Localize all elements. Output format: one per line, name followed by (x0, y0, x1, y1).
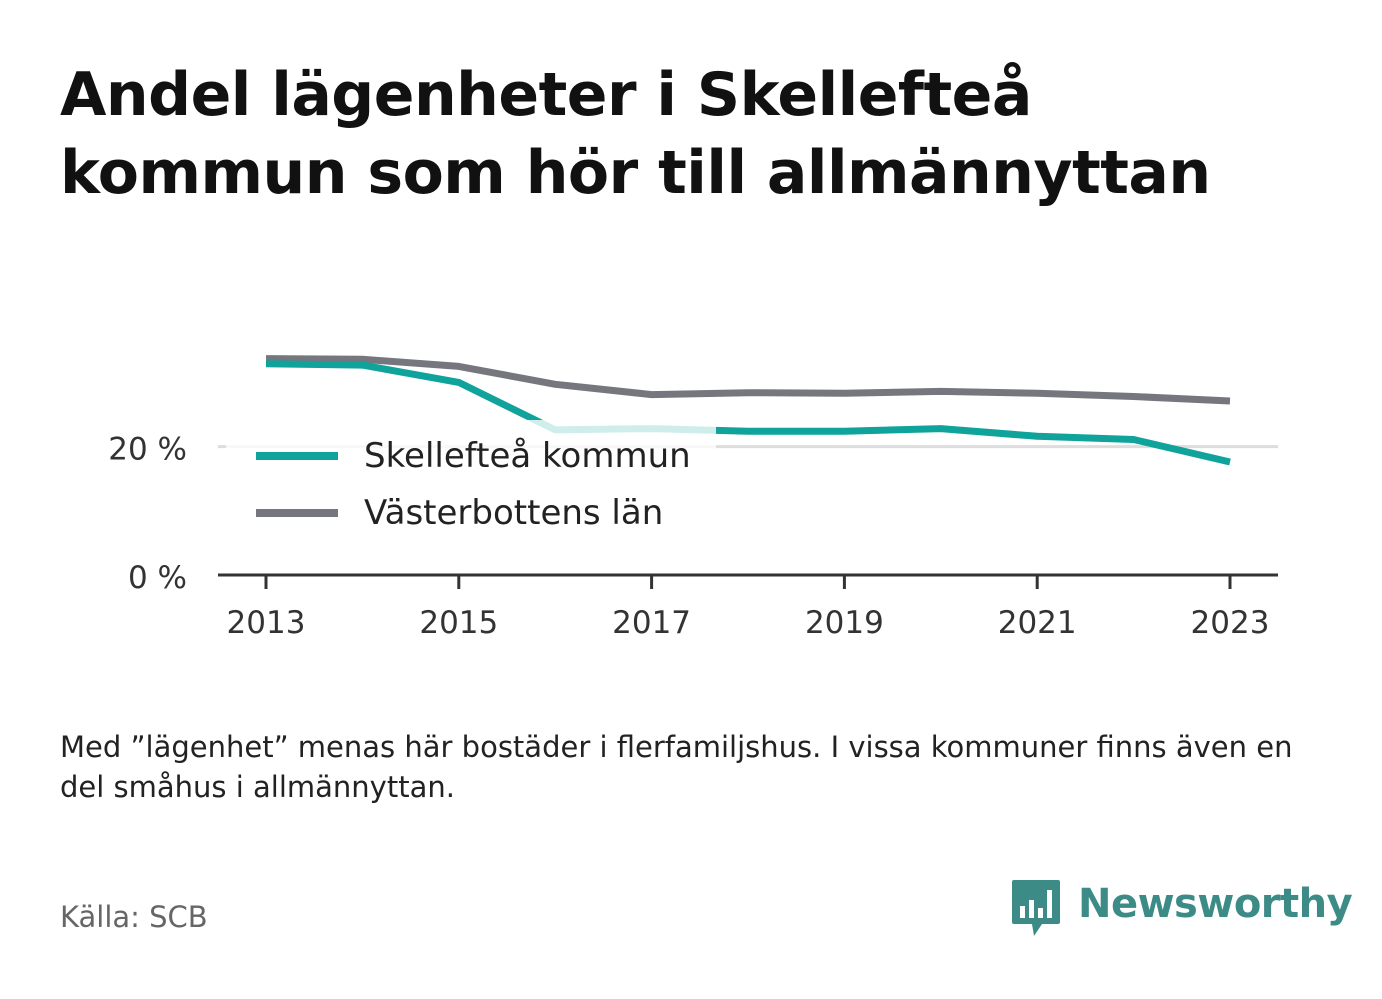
x-tick-label: 2021 (998, 605, 1077, 641)
skelleftea-line (265, 360, 1231, 466)
source-label: Källa: SCB (60, 900, 208, 934)
x-tick-label: 2017 (612, 605, 691, 641)
legend-label: Skellefteå kommun (364, 436, 691, 476)
legend-label: Västerbottens län (364, 493, 663, 533)
chart-note: Med ”lägenhet” menas här bostäder i fler… (60, 730, 1293, 804)
x-tick-label: 2013 (227, 605, 306, 641)
line-chart: 0 % 20 % 2013 2015 2017 2019 2021 2023 Skellefte… (108, 355, 1278, 641)
brand-name: Newsworthy (1078, 881, 1353, 927)
legend-background (226, 420, 716, 545)
x-tick-label: 2019 (805, 605, 884, 641)
chart-title: Andel lägenheter i Skellefteå kommun som… (60, 60, 1211, 208)
y-tick-label: 20 % (108, 432, 187, 468)
y-tick-label: 0 % (128, 560, 187, 596)
x-tick-label: 2015 (419, 605, 498, 641)
x-tick-label: 2023 (1191, 605, 1270, 641)
vasterbotten-line (265, 355, 1231, 405)
newsworthy-logo: Newsworthy (1010, 878, 1353, 944)
bar-chart-speech-bubble-icon (1012, 880, 1060, 936)
